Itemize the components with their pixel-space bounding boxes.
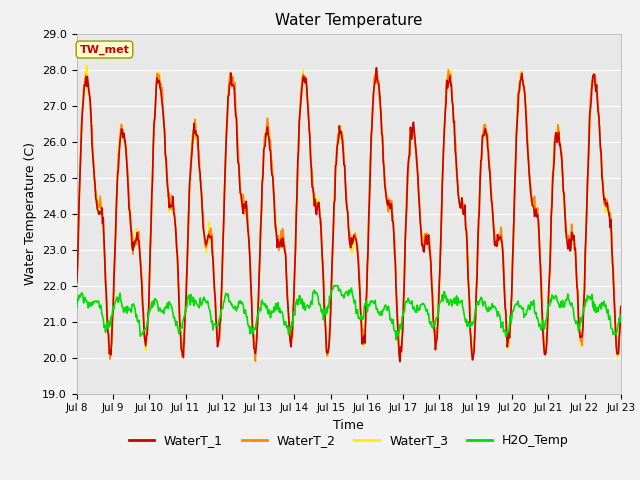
WaterT_2: [139, 296, 147, 301]
H2O_Temp: [417, 302, 424, 308]
WaterT_3: [195, 146, 202, 152]
WaterT_3: [73, 276, 81, 282]
WaterT_3: [140, 316, 147, 322]
H2O_Temp: [139, 331, 147, 337]
WaterT_2: [194, 146, 202, 152]
H2O_Temp: [433, 315, 440, 321]
WaterT_1: [73, 280, 81, 286]
Title: Water Temperature: Water Temperature: [275, 13, 422, 28]
WaterT_3: [84, 74, 92, 80]
H2O_Temp: [330, 283, 338, 288]
WaterT_1: [617, 304, 625, 310]
Legend: WaterT_1, WaterT_2, WaterT_3, H2O_Temp: WaterT_1, WaterT_2, WaterT_3, H2O_Temp: [124, 429, 574, 452]
Line: WaterT_2: WaterT_2: [77, 70, 621, 361]
H2O_Temp: [392, 337, 400, 343]
WaterT_1: [223, 130, 230, 136]
WaterT_2: [73, 276, 81, 282]
WaterT_3: [617, 303, 625, 309]
H2O_Temp: [223, 291, 230, 297]
X-axis label: Time: Time: [333, 419, 364, 432]
WaterT_3: [417, 216, 424, 221]
WaterT_1: [396, 359, 404, 364]
WaterT_2: [83, 82, 90, 87]
WaterT_2: [431, 329, 439, 335]
WaterT_2: [444, 67, 452, 72]
Y-axis label: Water Temperature (C): Water Temperature (C): [24, 142, 36, 285]
WaterT_1: [433, 339, 440, 345]
WaterT_2: [252, 359, 259, 364]
H2O_Temp: [194, 303, 202, 309]
WaterT_3: [397, 355, 404, 360]
Text: TW_met: TW_met: [79, 44, 129, 55]
WaterT_3: [83, 63, 90, 69]
Line: WaterT_1: WaterT_1: [77, 68, 621, 361]
WaterT_1: [194, 133, 202, 139]
WaterT_1: [372, 65, 380, 71]
WaterT_3: [433, 342, 440, 348]
Line: WaterT_3: WaterT_3: [77, 66, 621, 358]
WaterT_2: [617, 304, 625, 310]
Line: H2O_Temp: H2O_Temp: [77, 286, 621, 340]
WaterT_2: [416, 200, 424, 205]
WaterT_1: [83, 84, 90, 89]
H2O_Temp: [617, 312, 625, 318]
WaterT_1: [139, 302, 147, 308]
H2O_Temp: [83, 298, 90, 304]
WaterT_3: [223, 115, 231, 120]
H2O_Temp: [73, 304, 81, 310]
WaterT_2: [223, 125, 230, 131]
WaterT_1: [417, 220, 424, 226]
